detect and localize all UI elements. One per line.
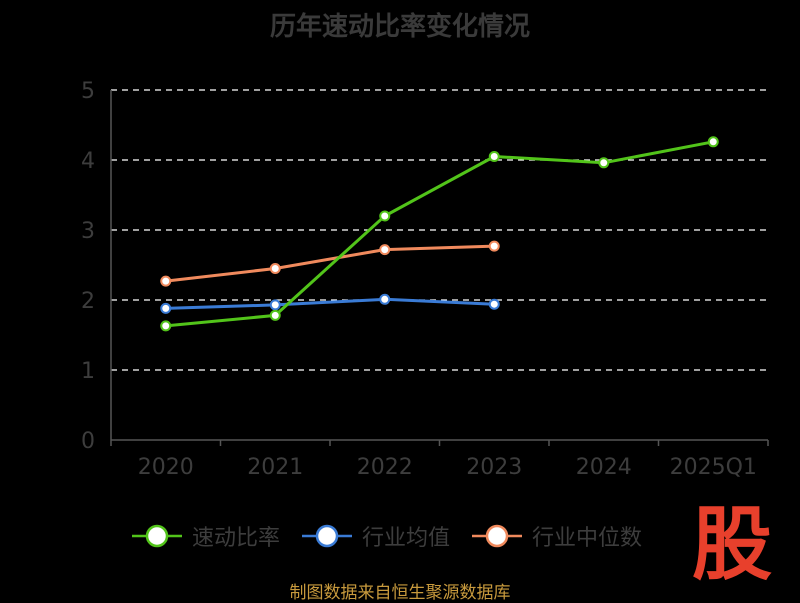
data-point-0 — [598, 157, 610, 169]
legend-item-1[interactable]: 行业均值 — [302, 520, 450, 552]
x-tick-label: 2022 — [357, 455, 413, 480]
x-tick-label: 2020 — [138, 455, 194, 480]
data-source-note: 制图数据来自恒生聚源数据库 — [289, 583, 511, 603]
y-tick-label: 5 — [81, 79, 95, 104]
data-point-1 — [269, 299, 281, 311]
legend-marker-icon — [132, 524, 182, 548]
legend-item-0[interactable]: 速动比率 — [132, 520, 280, 552]
legend-label: 行业均值 — [362, 526, 451, 551]
data-point-0 — [707, 136, 719, 148]
series-line-1 — [165, 297, 495, 310]
y-tick-label: 2 — [81, 289, 95, 314]
data-point-2 — [379, 244, 391, 256]
y-tick-label: 0 — [81, 429, 95, 454]
x-tick-label: 2023 — [466, 455, 522, 480]
data-point-1 — [160, 302, 172, 314]
data-point-2 — [160, 275, 172, 287]
x-tick-label: 2024 — [576, 455, 632, 480]
data-point-0 — [488, 151, 500, 162]
x-tick-label: 2025Q1 — [670, 455, 757, 480]
legend: 速动比率 行业均值 行业中位数 — [132, 520, 664, 552]
y-tick-label: 3 — [81, 219, 95, 244]
legend-label: 速动比率 — [192, 526, 281, 551]
legend-item-2[interactable]: 行业中位数 — [472, 520, 642, 552]
data-point-1 — [379, 293, 391, 305]
legend-marker-icon — [302, 524, 353, 548]
data-point-0 — [379, 210, 391, 222]
data-point-2 — [269, 263, 281, 274]
chart-title: 历年速动比率变化情况 — [269, 12, 530, 42]
x-tick-label: 2021 — [247, 455, 303, 480]
series-line-0 — [165, 140, 714, 328]
data-point-1 — [488, 298, 500, 310]
legend-label: 行业中位数 — [532, 526, 643, 551]
data-point-0 — [269, 309, 281, 321]
y-tick-label: 4 — [81, 149, 95, 174]
watermark-logo: 股 — [692, 498, 772, 591]
legend-marker-icon — [472, 524, 523, 548]
series-line-2 — [165, 244, 495, 283]
y-tick-label: 1 — [81, 359, 95, 384]
data-point-0 — [160, 320, 172, 332]
data-point-2 — [488, 240, 500, 252]
